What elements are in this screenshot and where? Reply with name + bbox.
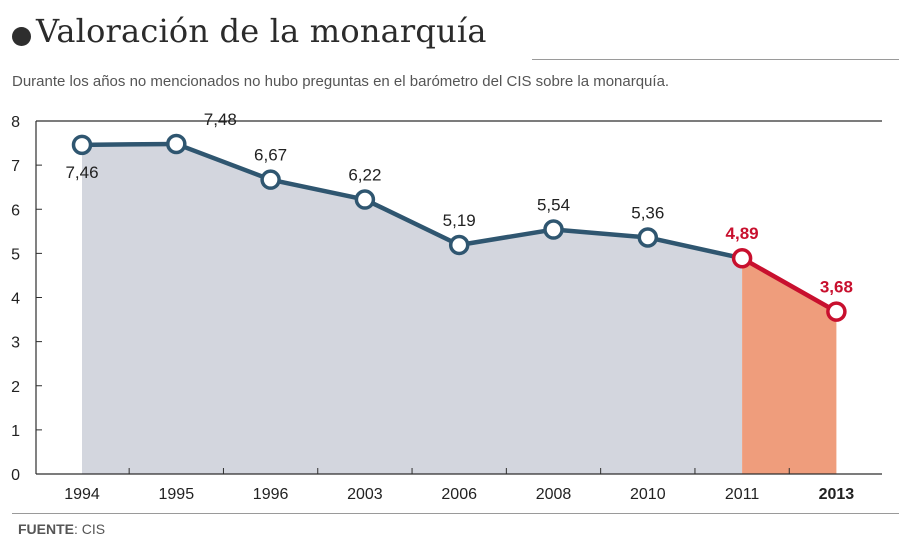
series-line [79, 141, 179, 148]
series-line [174, 141, 273, 182]
y-tick-label: 2 [11, 379, 20, 396]
data-label: 6,67 [254, 146, 287, 165]
x-tick-label: 2013 [819, 486, 855, 503]
series-line [551, 227, 651, 240]
source-label: FUENTE [18, 521, 74, 537]
series-line [645, 235, 745, 261]
area-main [82, 143, 743, 474]
y-tick-label: 0 [11, 467, 20, 484]
data-point [731, 247, 753, 269]
x-tick-label: 2011 [725, 486, 760, 503]
source-note: FUENTE: CIS [18, 521, 105, 537]
y-tick-label: 1 [11, 423, 20, 440]
series-line [268, 177, 368, 202]
y-tick-label: 5 [11, 246, 20, 263]
data-point [166, 133, 187, 155]
x-tick-label: 1994 [64, 486, 100, 503]
data-point [637, 227, 659, 248]
data-label: 6,22 [348, 166, 381, 185]
y-tick-label: 4 [11, 291, 20, 308]
title-bullet-icon [12, 27, 31, 46]
data-point [260, 169, 281, 190]
footer-divider [12, 513, 899, 514]
data-label: 3,68 [820, 278, 853, 297]
header: Valoración de la monarquía [0, 0, 911, 64]
x-tick-label: 2010 [630, 486, 666, 503]
data-label: 4,89 [726, 224, 759, 243]
chart-title: Valoración de la monarquía [36, 12, 487, 50]
x-tick-label: 2003 [347, 486, 383, 503]
data-point [71, 134, 93, 156]
y-tick-label: 3 [11, 335, 20, 352]
x-tick-label: 1996 [253, 486, 289, 503]
y-tick-label: 6 [11, 202, 20, 219]
data-label: 5,19 [443, 211, 476, 230]
series-line-recent [739, 255, 839, 314]
chart-subtitle: Durante los años no mencionados no hubo … [12, 73, 670, 90]
x-tick-label: 1995 [159, 486, 195, 503]
data-label: 7,48 [204, 110, 237, 129]
data-label: 5,54 [537, 196, 570, 215]
data-label: 5,36 [631, 203, 664, 222]
series-line [362, 197, 462, 248]
series-line [456, 227, 556, 248]
y-tick-label: 8 [11, 114, 20, 131]
y-tick-label: 7 [11, 158, 20, 175]
data-point [543, 219, 564, 240]
area-recent [742, 258, 837, 474]
data-point [448, 234, 470, 256]
data-point [354, 189, 376, 210]
x-tick-label: 2006 [441, 486, 477, 503]
title-divider [532, 59, 899, 60]
data-point [826, 301, 847, 322]
data-label: 7,46 [65, 163, 98, 182]
x-tick-label: 2008 [536, 486, 572, 503]
source-value: : CIS [74, 521, 106, 537]
line-chart: 0 1 2 3 4 5 6 7 8 1994 1995 1996 2003 2006 2008 2010 201… [11, 110, 882, 503]
